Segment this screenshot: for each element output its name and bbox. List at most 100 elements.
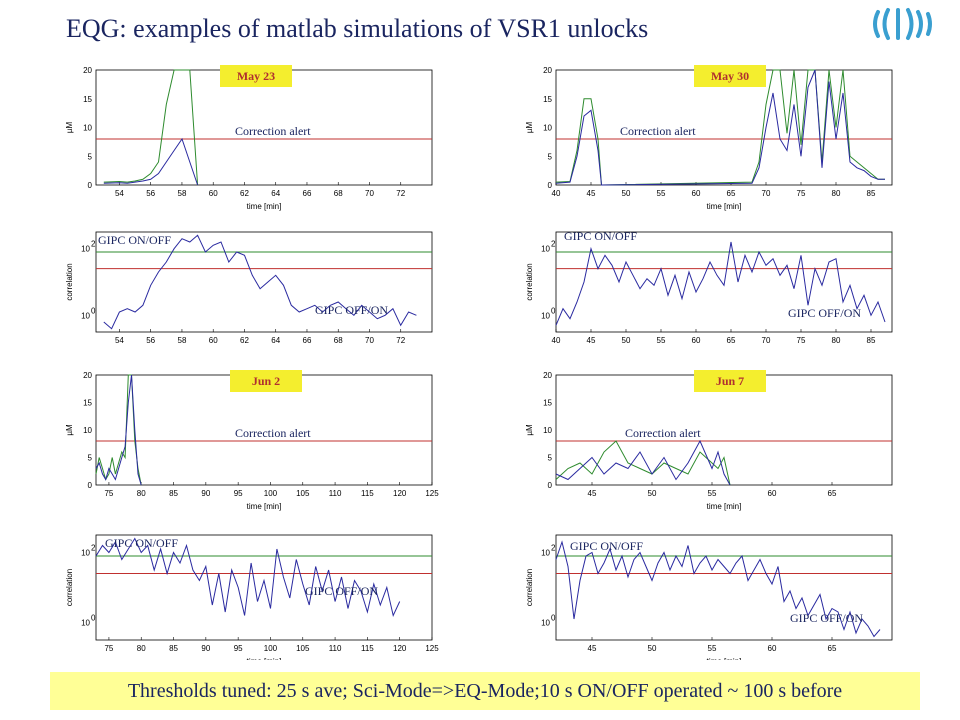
x-tick-label: 75 — [797, 336, 806, 345]
x-tick-label: 90 — [201, 644, 210, 653]
y-tick-label: 10 — [541, 619, 550, 628]
x-tick-label: 58 — [178, 336, 187, 345]
correction-alert-label: Correction alert — [625, 426, 701, 440]
gipc-off-on-label: GIPC OFF/ON — [315, 303, 388, 317]
y-tick-label: 0 — [88, 181, 93, 190]
y-axis-label: µM — [525, 122, 534, 134]
y-tick-label: 10 — [81, 245, 90, 254]
gipc-on-off-label: GIPC ON/OFF — [570, 539, 643, 553]
chart-panel-6: 45 50 55 60 65 0 5 10 15 20 time [min] µM Correction… — [520, 365, 900, 515]
correction-alert-label: Correction alert — [235, 426, 311, 440]
chart-svg: 54 56 58 60 62 64 66 68 70 72102100correlationGIP… — [65, 231, 433, 345]
chart-panel-1: 54 56 58 60 62 64 66 68 70 72 0 5 10 15 20 time [min] µM… — [60, 60, 440, 215]
x-tick-label: 80 — [137, 489, 146, 498]
y-tick-label: 5 — [88, 454, 93, 463]
x-tick-label: 70 — [762, 189, 771, 198]
x-tick-label: 90 — [201, 489, 210, 498]
x-tick-label: 50 — [648, 489, 657, 498]
y-tick-label: 10 — [83, 124, 92, 133]
y-tick-label: 20 — [543, 66, 552, 75]
series-line-1 — [103, 234, 417, 330]
y-tick-label: 5 — [548, 454, 553, 463]
chart-panel-7: 7580859095100105110115120125102100time [… — [60, 525, 440, 660]
x-tick-label: 65 — [727, 189, 736, 198]
y-tick-label: 20 — [543, 371, 552, 380]
summary-banner: Thresholds tuned: 25 s ave; Sci-Mode=>EQ… — [50, 672, 920, 710]
x-tick-label: 115 — [361, 489, 374, 498]
x-tick-label: 45 — [587, 336, 596, 345]
plot-frame — [95, 69, 433, 186]
y-tick-exponent: 0 — [551, 614, 556, 623]
x-tick-label: 60 — [768, 644, 777, 653]
x-tick-label: 65 — [828, 644, 837, 653]
y-tick-label: 10 — [83, 426, 92, 435]
x-tick-label: 66 — [303, 189, 312, 198]
y-tick-exponent: 0 — [551, 306, 556, 315]
x-tick-label: 85 — [867, 336, 876, 345]
correction-alert-label: Correction alert — [620, 124, 696, 138]
x-tick-label: 95 — [234, 644, 243, 653]
y-tick-label: 15 — [543, 95, 552, 104]
chart-svg: 7580859095100105110115120125102100time [… — [65, 534, 439, 660]
y-tick-label: 10 — [541, 549, 550, 558]
correction-alert-label: Correction alert — [235, 124, 311, 138]
x-tick-label: 70 — [365, 189, 374, 198]
plot-frame — [555, 231, 893, 333]
series-line-2 — [103, 137, 199, 186]
y-tick-label: 20 — [83, 371, 92, 380]
chart-svg: 75 80 85 90 95 100 105 110 115 120 125 0 5 10 15 20 time… — [65, 371, 439, 511]
chart-panel-8: 4550556065102100time [min]correlationGIP… — [520, 525, 900, 660]
chart-panel-3: 54 56 58 60 62 64 66 68 70 72 10 2 10 0 correlation GIP… — [60, 222, 440, 352]
chart-svg: 45 50 55 60 65 0 5 10 15 20 time [min] µM Correction… — [525, 371, 893, 511]
chart-svg: 4550556065102100time [min]correlationGIP… — [525, 534, 893, 660]
x-tick-label: 75 — [104, 489, 113, 498]
virgo-wave-logo-icon — [868, 4, 954, 49]
y-tick-label: 10 — [81, 619, 90, 628]
x-tick-label: 80 — [832, 189, 841, 198]
x-axis-label: time [min] — [707, 502, 742, 511]
x-tick-label: 105 — [296, 489, 310, 498]
x-tick-label: 55 — [657, 336, 666, 345]
x-tick-label: 70 — [365, 336, 374, 345]
x-axis-label: time [min] — [247, 202, 282, 211]
x-tick-label: 64 — [271, 336, 280, 345]
gipc-on-off-label: GIPC ON/OFF — [564, 229, 637, 243]
x-tick-label: 105 — [296, 644, 310, 653]
y-tick-label: 0 — [548, 181, 553, 190]
x-tick-label: 80 — [137, 644, 146, 653]
y-tick-exponent: 0 — [91, 614, 96, 623]
plot-frame — [555, 69, 893, 186]
chart-panel-4: 40 45 50 55 60 65 70 75 80 85 10 2 10 0 correlation GIP… — [520, 222, 900, 352]
x-tick-label: 60 — [692, 189, 701, 198]
y-tick-label: 10 — [543, 124, 552, 133]
y-tick-label: 10 — [541, 245, 550, 254]
x-tick-label: 85 — [867, 189, 876, 198]
date-tag: May 30 — [694, 65, 766, 87]
x-tick-label: 115 — [361, 644, 374, 653]
x-tick-label: 75 — [104, 644, 113, 653]
x-tick-label: 54 — [115, 336, 124, 345]
gipc-on-off-label: GIPC ON/OFF — [105, 536, 178, 550]
x-tick-label: 56 — [146, 189, 155, 198]
y-tick-label: 10 — [81, 549, 90, 558]
y-tick-label: 10 — [541, 311, 550, 320]
x-tick-label: 60 — [768, 489, 777, 498]
series-line-2 — [95, 374, 142, 486]
x-tick-label: 62 — [240, 336, 249, 345]
x-axis-label: time [min] — [247, 657, 282, 660]
x-tick-label: 85 — [169, 644, 178, 653]
x-tick-label: 125 — [425, 644, 439, 653]
x-tick-label: 100 — [264, 644, 278, 653]
x-tick-label: 120 — [393, 489, 407, 498]
y-axis-label: correlation — [65, 263, 74, 300]
series-line-1 — [555, 540, 881, 638]
x-tick-label: 110 — [329, 489, 342, 498]
x-tick-label: 72 — [396, 189, 405, 198]
y-axis-label: µM — [65, 122, 74, 134]
x-tick-label: 65 — [727, 336, 736, 345]
y-tick-label: 10 — [543, 426, 552, 435]
y-axis-label: correlation — [65, 569, 74, 606]
x-tick-label: 110 — [329, 644, 342, 653]
plot-frame — [95, 374, 433, 486]
x-tick-label: 85 — [169, 489, 178, 498]
